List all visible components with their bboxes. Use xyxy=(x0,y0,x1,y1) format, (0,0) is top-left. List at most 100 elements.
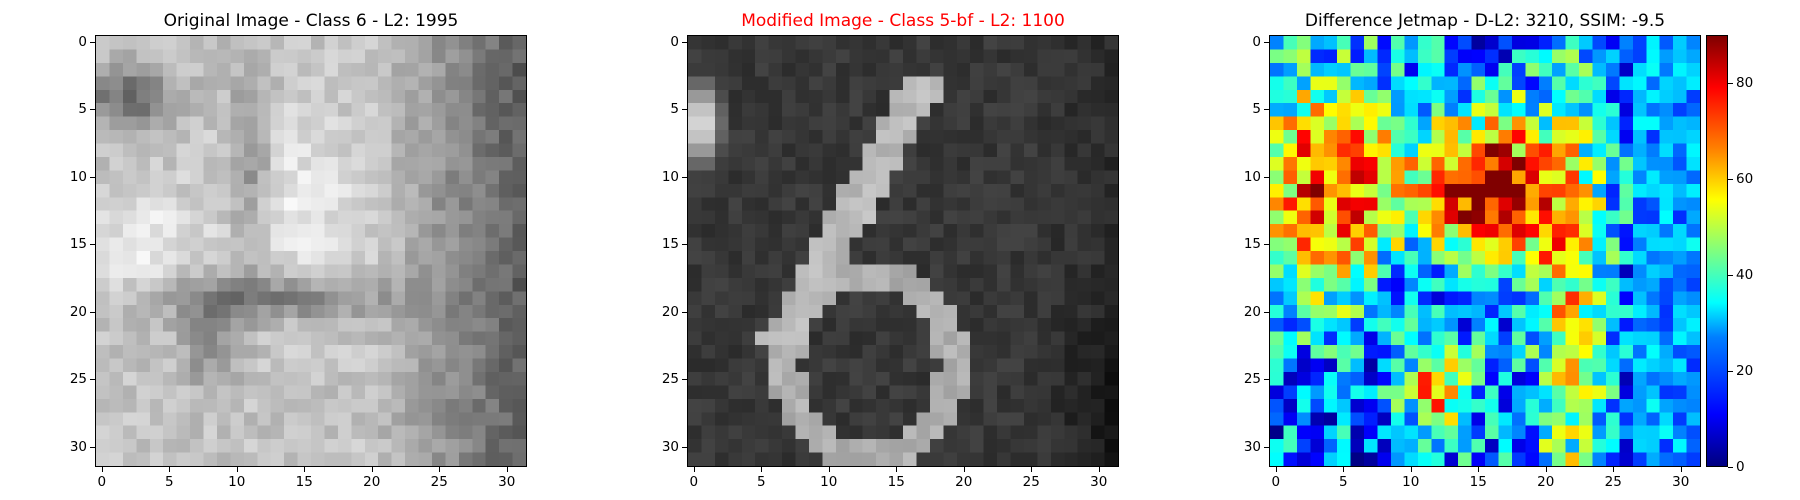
x-tick-label: 15 xyxy=(1469,474,1487,490)
colorbar-tick-mark xyxy=(1728,467,1733,468)
x-tick-mark xyxy=(1478,467,1480,472)
panel-2-title: Modified Image - Class 5-bf - L2: 1100 xyxy=(741,11,1065,31)
x-tick-label: 25 xyxy=(430,474,448,490)
y-tick-label: 15 xyxy=(1243,236,1261,253)
y-tick-mark xyxy=(1264,446,1269,448)
x-tick-mark xyxy=(236,467,238,472)
y-tick-mark xyxy=(90,244,95,246)
y-tick-mark xyxy=(90,109,95,111)
x-tick-label: 10 xyxy=(1402,474,1420,490)
x-tick-label: 5 xyxy=(164,474,174,490)
y-tick-label: 25 xyxy=(1243,371,1261,388)
x-tick-mark xyxy=(1031,467,1033,472)
panel-1-image xyxy=(95,35,527,467)
y-tick-label: 25 xyxy=(661,371,679,388)
x-tick-mark xyxy=(371,467,373,472)
x-tick-label: 10 xyxy=(228,474,246,490)
colorbar xyxy=(1706,35,1728,467)
y-tick-label: 5 xyxy=(1252,101,1261,118)
y-tick-label: 0 xyxy=(670,33,679,50)
y-tick-mark xyxy=(1264,311,1269,313)
y-tick-mark xyxy=(90,311,95,313)
x-tick-mark xyxy=(101,467,103,472)
y-tick-mark xyxy=(682,176,687,178)
colorbar-tick-label: 0 xyxy=(1736,459,1745,475)
x-tick-label: 0 xyxy=(1271,474,1281,490)
y-tick-mark xyxy=(682,109,687,111)
x-tick-mark xyxy=(169,467,171,472)
y-tick-label: 10 xyxy=(1243,168,1261,185)
y-tick-mark xyxy=(90,41,95,43)
x-tick-label: 20 xyxy=(955,474,973,490)
y-tick-mark xyxy=(682,446,687,448)
y-tick-mark xyxy=(90,379,95,381)
panel-1-heatmap xyxy=(96,36,526,466)
x-tick-label: 25 xyxy=(1604,474,1622,490)
panel-2-image xyxy=(687,35,1119,467)
y-tick-label: 10 xyxy=(661,168,679,185)
x-tick-mark xyxy=(1613,467,1615,472)
x-tick-mark xyxy=(896,467,898,472)
x-tick-label: 5 xyxy=(1338,474,1348,490)
colorbar-tick-mark xyxy=(1728,371,1733,372)
y-tick-label: 15 xyxy=(69,236,87,253)
panel-3-image xyxy=(1269,35,1701,467)
x-tick-mark xyxy=(963,467,965,472)
x-tick-label: 15 xyxy=(887,474,905,490)
x-tick-mark xyxy=(1680,467,1682,472)
x-tick-label: 20 xyxy=(363,474,381,490)
colorbar-tick-label: 40 xyxy=(1736,267,1754,283)
y-tick-mark xyxy=(1264,176,1269,178)
y-tick-mark xyxy=(682,41,687,43)
x-tick-label: 10 xyxy=(820,474,838,490)
y-tick-label: 0 xyxy=(1252,33,1261,50)
y-tick-mark xyxy=(90,446,95,448)
y-tick-label: 15 xyxy=(661,236,679,253)
panel-3-title: Difference Jetmap - D-L2: 3210, SSIM: -9… xyxy=(1304,11,1666,31)
y-tick-label: 5 xyxy=(670,101,679,118)
x-tick-label: 0 xyxy=(97,474,107,490)
x-tick-mark xyxy=(1098,467,1100,472)
y-tick-label: 20 xyxy=(1243,303,1261,320)
x-tick-label: 30 xyxy=(1090,474,1108,490)
x-tick-label: 15 xyxy=(295,474,313,490)
colorbar-tick-mark xyxy=(1728,83,1733,84)
y-tick-label: 20 xyxy=(69,303,87,320)
y-tick-label: 0 xyxy=(78,33,87,50)
panel-1-title: Original Image - Class 6 - L2: 1995 xyxy=(163,11,459,31)
y-tick-label: 20 xyxy=(661,303,679,320)
panel-3-heatmap xyxy=(1270,36,1700,466)
colorbar-tick-mark xyxy=(1728,179,1733,180)
y-tick-mark xyxy=(682,244,687,246)
x-tick-label: 30 xyxy=(498,474,516,490)
y-tick-label: 30 xyxy=(69,438,87,455)
y-tick-label: 30 xyxy=(1243,438,1261,455)
y-tick-label: 10 xyxy=(69,168,87,185)
x-tick-mark xyxy=(1545,467,1547,472)
y-tick-mark xyxy=(682,311,687,313)
colorbar-tick-mark xyxy=(1728,275,1733,276)
y-tick-mark xyxy=(1264,41,1269,43)
x-tick-mark xyxy=(304,467,306,472)
colorbar-tick-label: 60 xyxy=(1736,171,1754,187)
x-tick-mark xyxy=(693,467,695,472)
x-tick-mark xyxy=(828,467,830,472)
x-tick-label: 25 xyxy=(1022,474,1040,490)
y-tick-label: 25 xyxy=(69,371,87,388)
y-tick-mark xyxy=(1264,109,1269,111)
colorbar-tick-label: 80 xyxy=(1736,75,1754,91)
x-tick-mark xyxy=(506,467,508,472)
panel-2-heatmap xyxy=(688,36,1118,466)
y-tick-mark xyxy=(1264,379,1269,381)
x-tick-mark xyxy=(1343,467,1345,472)
y-tick-mark xyxy=(1264,244,1269,246)
x-tick-mark xyxy=(1410,467,1412,472)
y-tick-label: 30 xyxy=(661,438,679,455)
y-tick-mark xyxy=(682,379,687,381)
x-tick-mark xyxy=(439,467,441,472)
x-tick-mark xyxy=(1275,467,1277,472)
colorbar-tick-label: 20 xyxy=(1736,363,1754,379)
x-tick-label: 0 xyxy=(689,474,699,490)
x-tick-mark xyxy=(761,467,763,472)
x-tick-label: 20 xyxy=(1537,474,1555,490)
